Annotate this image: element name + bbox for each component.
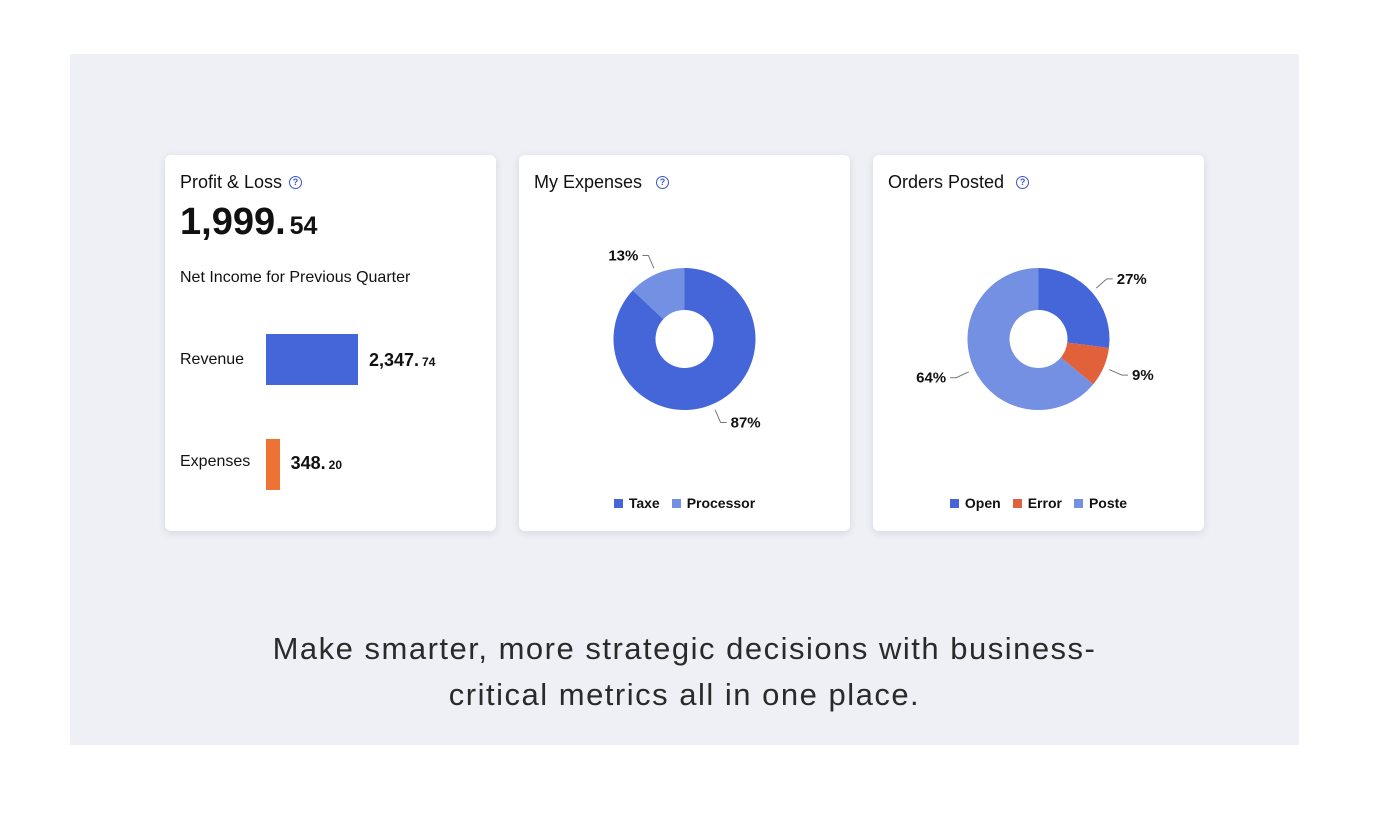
question-circle-icon[interactable]: ? — [656, 176, 670, 189]
legend-item-processor: Processor — [671, 495, 756, 511]
net-income-fraction: 54 — [289, 212, 318, 240]
revenue-value: 2,347. 74 — [369, 350, 435, 371]
tagline-line-2: critical metrics all in one place. — [448, 677, 921, 712]
question-circle-icon[interactable]: ? — [289, 176, 303, 189]
my-expenses-title: My Expenses ? — [534, 172, 670, 193]
legend-label-poste: Poste — [1088, 495, 1128, 511]
orders-donut-chart: 27% 9% 64% — [916, 268, 1154, 410]
expenses-slice-taxe — [613, 268, 756, 410]
orders-label-poste: 64% — [916, 370, 946, 387]
my-expenses-card: My Expenses ? 87% 13% Taxe Processor — [519, 155, 850, 531]
expenses-donut-chart: 87% 13% — [608, 247, 761, 432]
legend-label-processor: Processor — [686, 495, 756, 511]
net-income-value: 1,999. 54 — [180, 201, 317, 244]
legend-item-poste: Poste — [1073, 495, 1128, 511]
expenses-label-processor: 13% — [608, 247, 638, 264]
legend-swatch-taxe — [613, 498, 623, 508]
legend-item-taxe: Taxe — [613, 495, 660, 511]
legend-label-error: Error — [1027, 495, 1062, 511]
expenses-bar — [266, 439, 280, 490]
orders-leader-poste — [950, 371, 970, 379]
net-income-subtitle: Net Income for Previous Quarter — [180, 269, 411, 286]
expenses-leader-taxe — [714, 409, 727, 424]
question-circle-icon[interactable]: ? — [1016, 176, 1030, 189]
legend-label-taxe: Taxe — [628, 495, 660, 511]
expenses-label: Expenses — [180, 453, 251, 470]
orders-leader-open — [1095, 278, 1113, 289]
orders-posted-card: Orders Posted ? 27% 9% 64% Open Error Post… — [873, 155, 1204, 531]
expenses-value-main: 348. — [290, 453, 326, 473]
profit-loss-card: Profit & Loss ? 1,999. 54 Net Income for … — [165, 155, 496, 531]
legend-item-open: Open — [949, 495, 1001, 511]
orders-leader-error — [1108, 369, 1129, 376]
legend-swatch-error — [1012, 498, 1022, 508]
orders-label-error: 9% — [1132, 367, 1154, 384]
legend-swatch-poste — [1073, 498, 1083, 508]
profit-loss-title: Profit & Loss ? — [180, 172, 303, 193]
legend-item-error: Error — [1012, 495, 1062, 511]
revenue-value-main: 2,347. — [369, 350, 420, 370]
legend-swatch-open — [949, 498, 959, 508]
revenue-bar — [266, 334, 358, 385]
orders-posted-title-text: Orders Posted — [888, 172, 1005, 192]
orders-posted-title: Orders Posted ? — [888, 172, 1030, 193]
revenue-label: Revenue — [180, 351, 245, 368]
orders-slice-error — [1060, 342, 1109, 385]
expenses-legend: Taxe Processor — [519, 495, 850, 511]
profit-loss-title-text: Profit & Loss — [180, 172, 283, 192]
revenue-value-fraction: 74 — [422, 355, 436, 369]
expenses-value-fraction: 20 — [328, 458, 342, 472]
expenses-label-taxe: 87% — [731, 415, 761, 432]
net-income-main: 1,999. — [180, 201, 286, 243]
expenses-slice-processor — [632, 268, 685, 320]
legend-label-open: Open — [964, 495, 1001, 511]
orders-legend: Open Error Poste — [873, 495, 1204, 511]
legend-swatch-processor — [671, 498, 681, 508]
expenses-leader-processor — [642, 254, 655, 269]
tagline-line-1: Make smarter, more strategic decisions w… — [272, 631, 1097, 666]
my-expenses-title-text: My Expenses — [534, 172, 643, 192]
orders-slice-open — [1038, 268, 1110, 348]
orders-label-open: 27% — [1117, 271, 1147, 288]
orders-slice-poste — [967, 268, 1094, 410]
tagline: Make smarter, more strategic decisions w… — [70, 626, 1299, 718]
expenses-value: 348. 20 — [291, 453, 342, 474]
